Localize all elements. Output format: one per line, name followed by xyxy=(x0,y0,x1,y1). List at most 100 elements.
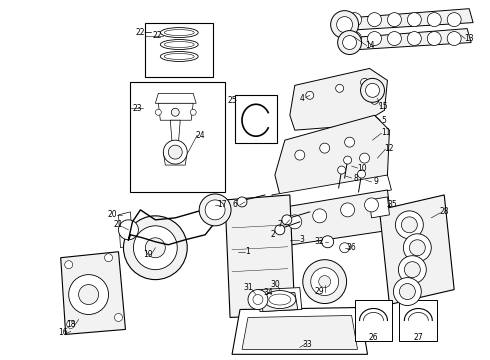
Text: 22—: 22— xyxy=(135,28,152,37)
Bar xyxy=(130,82,225,192)
Circle shape xyxy=(347,32,362,45)
Text: 27: 27 xyxy=(414,333,423,342)
Circle shape xyxy=(146,238,165,258)
Circle shape xyxy=(306,91,314,99)
Text: 26: 26 xyxy=(368,333,378,342)
Circle shape xyxy=(311,268,339,296)
Text: 35: 35 xyxy=(388,201,397,210)
Polygon shape xyxy=(340,28,471,50)
Polygon shape xyxy=(155,93,196,103)
Circle shape xyxy=(404,262,420,278)
Polygon shape xyxy=(171,120,180,145)
Polygon shape xyxy=(158,103,193,120)
Circle shape xyxy=(370,96,378,104)
Circle shape xyxy=(401,217,417,233)
Text: 15: 15 xyxy=(379,102,388,111)
Circle shape xyxy=(275,225,285,235)
Circle shape xyxy=(133,226,177,270)
Polygon shape xyxy=(290,68,388,130)
Circle shape xyxy=(288,215,302,229)
Circle shape xyxy=(69,275,108,315)
Circle shape xyxy=(361,78,385,102)
Circle shape xyxy=(237,197,247,207)
Circle shape xyxy=(123,216,187,280)
Circle shape xyxy=(447,32,461,45)
Circle shape xyxy=(427,13,441,27)
Circle shape xyxy=(340,243,349,253)
Text: 18: 18 xyxy=(66,320,75,329)
Text: 13: 13 xyxy=(465,34,474,43)
Text: 32: 32 xyxy=(315,237,324,246)
Circle shape xyxy=(395,211,423,239)
Circle shape xyxy=(403,234,431,262)
Circle shape xyxy=(248,289,268,310)
Circle shape xyxy=(343,156,352,164)
Polygon shape xyxy=(242,315,358,349)
Text: 23: 23 xyxy=(133,104,142,113)
Circle shape xyxy=(336,84,343,92)
Ellipse shape xyxy=(164,54,194,59)
Text: 8: 8 xyxy=(353,174,358,183)
Text: 17: 17 xyxy=(217,201,227,210)
Text: 2: 2 xyxy=(270,230,275,239)
Polygon shape xyxy=(260,293,298,311)
Circle shape xyxy=(303,260,346,303)
Circle shape xyxy=(393,278,421,306)
Text: 34: 34 xyxy=(263,288,273,297)
Circle shape xyxy=(67,320,74,328)
Circle shape xyxy=(318,276,331,288)
Text: 30: 30 xyxy=(270,280,280,289)
Circle shape xyxy=(398,256,426,284)
Circle shape xyxy=(361,78,368,86)
Polygon shape xyxy=(258,288,302,311)
Circle shape xyxy=(358,170,366,178)
Polygon shape xyxy=(119,212,132,248)
Circle shape xyxy=(313,209,327,223)
Circle shape xyxy=(338,166,345,174)
Text: 20: 20 xyxy=(108,210,117,219)
Text: 1: 1 xyxy=(245,247,250,256)
Circle shape xyxy=(337,17,353,32)
Circle shape xyxy=(115,314,122,321)
Ellipse shape xyxy=(160,51,198,62)
Circle shape xyxy=(163,140,187,164)
Text: 29: 29 xyxy=(315,287,324,296)
Circle shape xyxy=(190,109,196,115)
Circle shape xyxy=(399,284,416,300)
Text: 3: 3 xyxy=(299,235,304,244)
Polygon shape xyxy=(272,175,392,210)
Text: 33: 33 xyxy=(303,340,313,349)
Circle shape xyxy=(407,13,421,27)
Polygon shape xyxy=(163,152,187,165)
Text: 16: 16 xyxy=(58,328,68,337)
Text: 24: 24 xyxy=(196,131,205,140)
Circle shape xyxy=(347,13,362,27)
Circle shape xyxy=(344,137,355,147)
Ellipse shape xyxy=(160,28,198,37)
Text: 9: 9 xyxy=(373,177,378,186)
Circle shape xyxy=(295,150,305,160)
Circle shape xyxy=(78,285,98,305)
Circle shape xyxy=(155,109,161,115)
Text: 6: 6 xyxy=(233,201,238,210)
Circle shape xyxy=(253,294,263,305)
Polygon shape xyxy=(61,252,125,334)
Ellipse shape xyxy=(269,294,291,305)
Circle shape xyxy=(172,108,179,116)
Circle shape xyxy=(388,13,401,27)
Polygon shape xyxy=(379,195,454,305)
Polygon shape xyxy=(225,195,295,318)
Text: 21: 21 xyxy=(114,220,123,229)
Circle shape xyxy=(407,32,421,45)
Text: 22: 22 xyxy=(152,31,162,40)
Circle shape xyxy=(365,198,378,212)
Bar xyxy=(355,300,392,341)
Circle shape xyxy=(168,145,182,159)
Text: 36: 36 xyxy=(347,243,356,252)
Circle shape xyxy=(65,261,73,269)
Circle shape xyxy=(205,200,225,220)
Circle shape xyxy=(331,11,359,39)
Circle shape xyxy=(282,215,292,225)
Text: 25: 25 xyxy=(227,96,237,105)
Text: 31: 31 xyxy=(243,283,253,292)
